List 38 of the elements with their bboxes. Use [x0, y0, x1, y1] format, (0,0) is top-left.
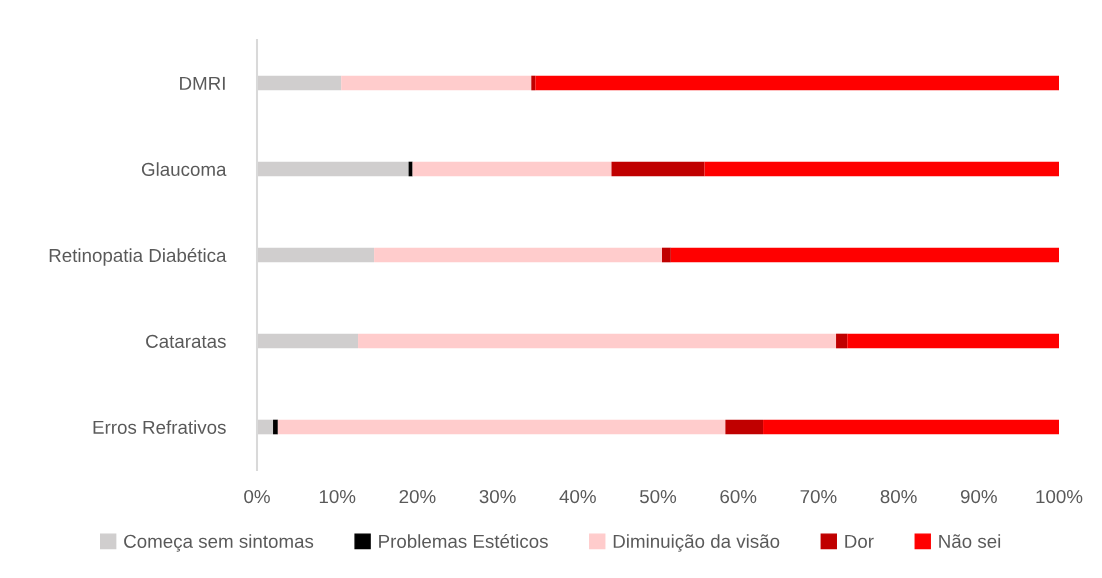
legend-label: Dor — [845, 534, 874, 548]
bar — [725, 419, 764, 435]
bar — [670, 247, 1059, 263]
x-tick-label: 0% — [244, 489, 270, 504]
bar — [847, 333, 1059, 349]
legend-label: Diminuição da visão — [613, 534, 780, 552]
x-tick-label: 30% — [479, 489, 516, 504]
bar — [704, 161, 1059, 177]
bar — [277, 419, 726, 435]
x-tick-label: 100% — [1036, 489, 1083, 504]
y-tick-label: DMRI — [180, 76, 225, 90]
x-tick-label: 20% — [399, 489, 436, 504]
bar — [763, 419, 1059, 435]
x-tick-label: 10% — [319, 489, 356, 504]
bar — [535, 75, 1059, 91]
bar — [358, 333, 837, 349]
bar — [374, 247, 663, 263]
x-tick-label: 80% — [880, 489, 917, 504]
legend-label: Problemas Estéticos — [379, 533, 548, 548]
x-tick-label: 50% — [639, 489, 677, 504]
x-tick-label: 90% — [960, 489, 997, 504]
bar — [836, 333, 848, 349]
y-tick-label: Cataratas — [146, 334, 226, 348]
bar — [611, 161, 705, 177]
bar — [341, 75, 532, 91]
bar — [408, 161, 413, 177]
bar — [273, 419, 278, 435]
y-tick-label: Retinopatia Diabética — [49, 248, 227, 266]
bar — [531, 75, 536, 91]
y-tick-label: Erros Refrativos — [93, 420, 226, 434]
x-tick-label: 60% — [720, 489, 757, 504]
legend-label: Não sei — [939, 534, 1001, 548]
y-tick-label: Glaucoma — [141, 162, 227, 176]
x-tick-label: 70% — [800, 489, 837, 504]
legend-label: Começa sem sintomas — [124, 534, 314, 552]
bar — [412, 161, 612, 177]
bar — [662, 247, 671, 263]
x-tick-label: 40% — [559, 489, 596, 504]
